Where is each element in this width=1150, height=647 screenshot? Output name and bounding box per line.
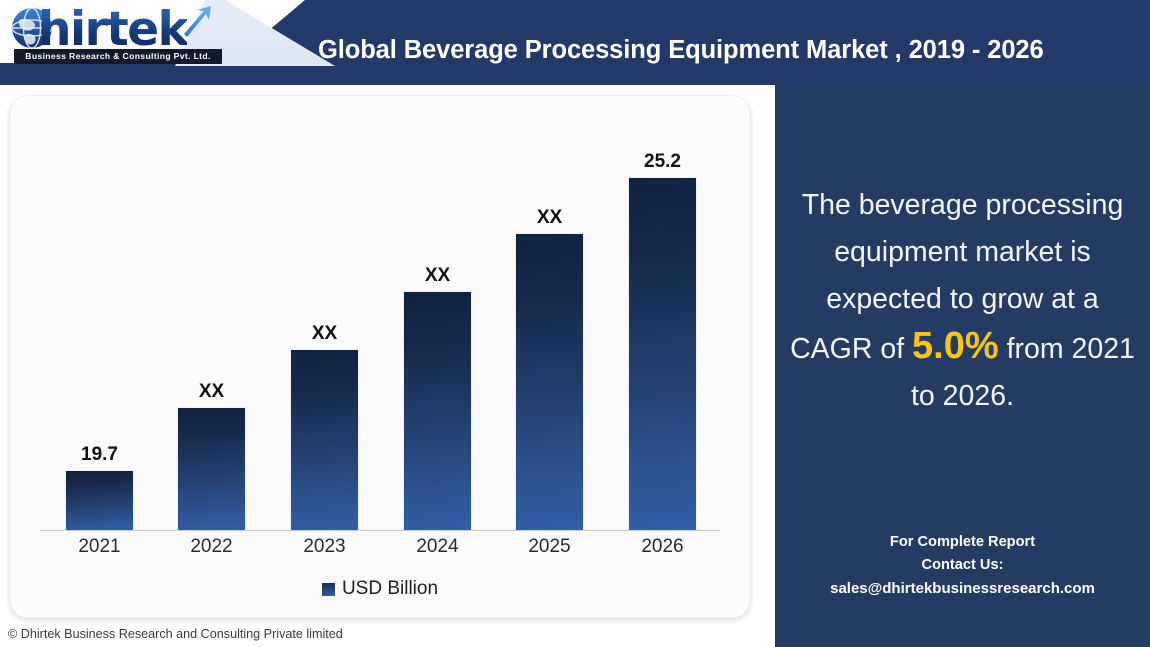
bar-2025[interactable]: [516, 234, 583, 530]
x-axis-label-2026: 2026: [641, 536, 684, 557]
contact-line-1: For Complete Report: [889, 534, 1036, 550]
chart-legend: USD Billion: [10, 578, 750, 600]
contact-block: For Complete Report Contact Us: sales@dh…: [783, 531, 1142, 600]
bar-2021[interactable]: [66, 471, 133, 530]
footer-copyright: © Dhirtek Business Research and Consulti…: [8, 627, 343, 641]
contact-email[interactable]: sales@dhirtekbusinessresearch.com: [830, 580, 1095, 597]
bar-value-2022: XX: [198, 381, 225, 402]
cagr-value: 5.0%: [912, 325, 999, 367]
bar-chart: 19.7 XX XX XX XX 25.2 2021 2022 2023 202…: [10, 96, 750, 618]
x-axis-label-2022: 2022: [190, 536, 233, 557]
legend-swatch-icon: [321, 582, 335, 596]
x-axis-label-2025: 2025: [528, 536, 571, 557]
company-logo[interactable]: hirtek Business Research & Consulting Pv…: [8, 2, 224, 66]
x-axis-label-2024: 2024: [416, 536, 459, 557]
cagr-statement-tail: from 2021 to 2026.: [910, 333, 1135, 412]
growth-arrow-icon: [180, 4, 214, 38]
bar-value-2025: XX: [536, 207, 563, 228]
logo-tagline: Business Research & Consulting Pvt. Ltd.: [14, 49, 222, 64]
page-title: Global Beverage Processing Equipment Mar…: [318, 36, 1044, 64]
bar-value-2024: XX: [424, 265, 451, 286]
bar-value-2021: 19.7: [81, 444, 118, 465]
side-panel: The beverage processing equipment market…: [775, 85, 1150, 647]
page-header: hirtek Business Research & Consulting Pv…: [0, 0, 1150, 85]
bar-value-2026: 25.2: [644, 151, 681, 172]
cagr-statement: The beverage processing equipment market…: [789, 182, 1136, 420]
cagr-statement-lead: The beverage processing equipment market…: [790, 189, 1124, 365]
bar-2024[interactable]: [404, 292, 471, 530]
bar-2023[interactable]: [291, 350, 358, 530]
bar-2022[interactable]: [178, 408, 245, 530]
bar-value-2023: XX: [311, 323, 338, 344]
bar-2026[interactable]: [629, 178, 696, 530]
x-axis-label-2021: 2021: [78, 536, 121, 557]
chart-axis-line: [40, 530, 720, 531]
chart-card: 19.7 XX XX XX XX 25.2 2021 2022 2023 202…: [10, 96, 750, 618]
globe-icon: [10, 6, 54, 50]
x-axis-label-2023: 2023: [303, 536, 346, 557]
logo-wordmark: hirtek: [38, 2, 189, 57]
legend-label-usd-billion: USD Billion: [341, 578, 439, 599]
contact-line-2: Contact Us:: [921, 557, 1004, 573]
